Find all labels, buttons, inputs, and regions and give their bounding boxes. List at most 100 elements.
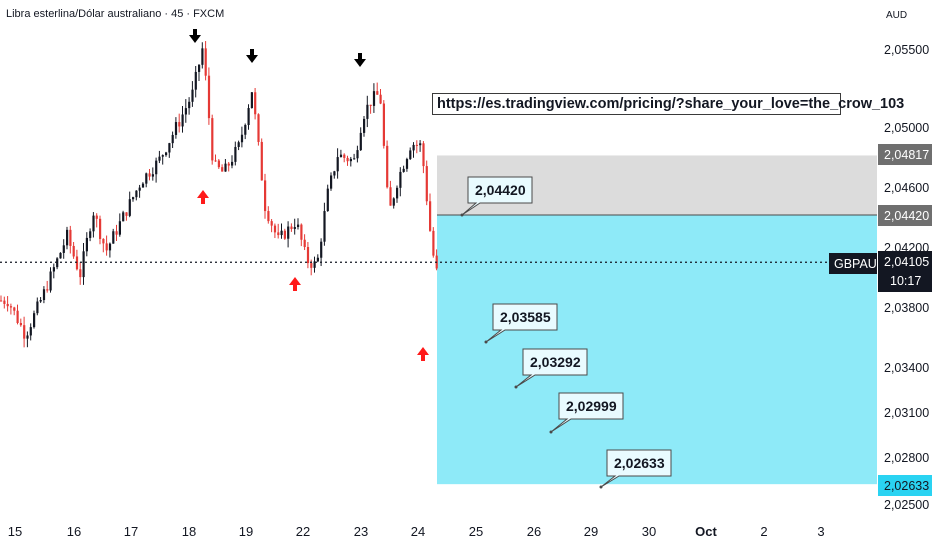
candle[interactable] (214, 160, 217, 162)
candle[interactable] (9, 306, 13, 308)
candle[interactable] (419, 143, 422, 146)
candle[interactable] (227, 163, 230, 166)
candle[interactable] (273, 225, 277, 233)
candle[interactable] (333, 171, 336, 176)
candle[interactable] (39, 300, 42, 302)
candle[interactable] (125, 212, 128, 216)
candle[interactable] (75, 256, 79, 270)
candle[interactable] (270, 221, 273, 226)
time-axis[interactable]: 15 16 17 18 19 22 23 24 25 26 29 30 Oct 2 3 (8, 524, 825, 539)
candle[interactable] (178, 122, 181, 127)
candle[interactable] (115, 231, 118, 235)
candle[interactable] (323, 211, 326, 242)
candle[interactable] (201, 48, 204, 65)
candle[interactable] (240, 134, 244, 143)
candle[interactable] (52, 267, 55, 272)
candle[interactable] (138, 187, 141, 191)
candle[interactable] (386, 145, 389, 188)
candle[interactable] (389, 187, 392, 206)
candle[interactable] (254, 92, 257, 115)
candle[interactable] (382, 103, 385, 146)
candle[interactable] (6, 303, 9, 307)
candle[interactable] (49, 271, 52, 291)
candle[interactable] (204, 48, 207, 76)
candle[interactable] (244, 125, 247, 135)
candle[interactable] (293, 227, 296, 230)
candle[interactable] (158, 156, 161, 161)
candle[interactable] (95, 215, 98, 219)
candle[interactable] (399, 171, 402, 188)
candle[interactable] (264, 180, 267, 212)
candle[interactable] (277, 232, 280, 236)
candle[interactable] (366, 104, 369, 119)
callouts-group[interactable]: 2,04420 2,03585 2,03292 2,02999 2,02633 (460, 176, 672, 489)
candle[interactable] (283, 230, 286, 239)
candle[interactable] (46, 289, 49, 291)
candle[interactable] (33, 313, 36, 328)
candle[interactable] (99, 218, 102, 239)
candle[interactable] (207, 75, 211, 119)
candles-group[interactable] (0, 41, 438, 348)
candle[interactable] (250, 92, 253, 109)
candle[interactable] (339, 154, 343, 158)
candle[interactable] (79, 269, 82, 278)
candle[interactable] (356, 150, 359, 159)
candle[interactable] (145, 173, 148, 184)
price-callout[interactable] (485, 303, 558, 343)
candle[interactable] (217, 160, 220, 168)
candle[interactable] (224, 163, 227, 172)
price-callout[interactable] (600, 449, 672, 488)
price-callout[interactable] (550, 392, 624, 433)
candle[interactable] (425, 166, 428, 202)
candle[interactable] (188, 101, 191, 109)
candle[interactable] (155, 160, 158, 175)
candle[interactable] (26, 335, 29, 339)
candle[interactable] (402, 168, 405, 172)
candle[interactable] (171, 134, 174, 144)
candle[interactable] (353, 158, 356, 160)
candle[interactable] (313, 261, 316, 268)
candle[interactable] (161, 155, 164, 157)
candle[interactable] (13, 307, 16, 311)
candle[interactable] (336, 157, 339, 172)
candle[interactable] (148, 173, 151, 177)
candle[interactable] (132, 197, 135, 200)
candle[interactable] (56, 258, 59, 268)
candle[interactable] (221, 167, 224, 172)
candle[interactable] (297, 224, 300, 228)
candle[interactable] (409, 150, 412, 160)
candle[interactable] (432, 230, 435, 256)
candle[interactable] (184, 108, 187, 115)
candle[interactable] (102, 238, 105, 244)
candle[interactable] (92, 215, 95, 232)
candle[interactable] (135, 190, 138, 198)
candle[interactable] (349, 158, 352, 162)
candle[interactable] (231, 161, 234, 166)
candle[interactable] (108, 243, 112, 251)
candle[interactable] (122, 212, 125, 222)
candle[interactable] (165, 152, 168, 156)
candle[interactable] (3, 300, 6, 304)
candle[interactable] (168, 143, 171, 153)
candle[interactable] (72, 245, 75, 257)
candle[interactable] (141, 183, 145, 188)
candle[interactable] (415, 144, 418, 146)
candle[interactable] (310, 263, 313, 268)
candle[interactable] (280, 230, 283, 236)
url-label[interactable]: https://es.tradingview.com/pricing/?shar… (432, 93, 904, 115)
candle[interactable] (257, 114, 260, 142)
candle[interactable] (306, 247, 310, 264)
price-axis[interactable]: 2,055002,050002,046002,042002,038002,034… (884, 43, 929, 512)
candle[interactable] (211, 118, 214, 161)
candle[interactable] (260, 141, 263, 181)
price-callout[interactable] (515, 348, 588, 388)
candle[interactable] (316, 257, 319, 262)
candle[interactable] (237, 142, 240, 147)
candle[interactable] (320, 241, 323, 258)
candle[interactable] (287, 226, 290, 239)
candle[interactable] (405, 159, 409, 169)
candle[interactable] (369, 104, 372, 106)
candle[interactable] (105, 243, 108, 251)
candle[interactable] (343, 154, 346, 158)
